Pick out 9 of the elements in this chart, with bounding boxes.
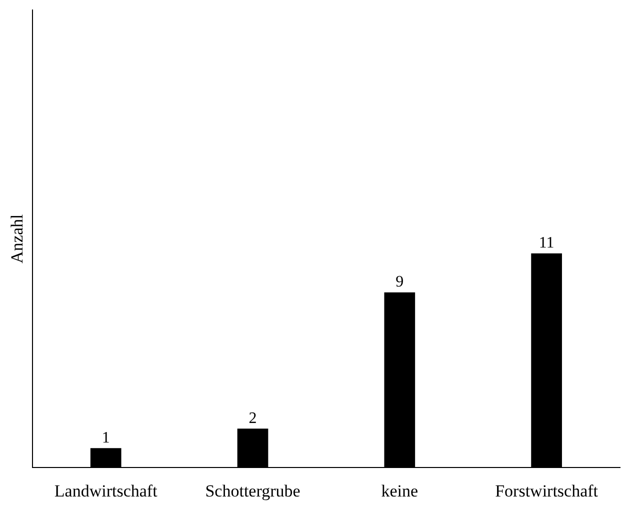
data-label: 9 (396, 274, 404, 291)
x-tick-label: Forstwirtschaft (495, 481, 598, 500)
data-label: 11 (538, 234, 554, 252)
y-axis-title: Anzahl (8, 214, 27, 264)
data-label: 2 (248, 410, 257, 427)
data-label: 1 (102, 429, 110, 446)
x-tick-label: keine (381, 481, 418, 500)
x-tick-label: Schottergrube (205, 481, 300, 500)
x-tick-label: Landwirtschaft (54, 481, 158, 500)
